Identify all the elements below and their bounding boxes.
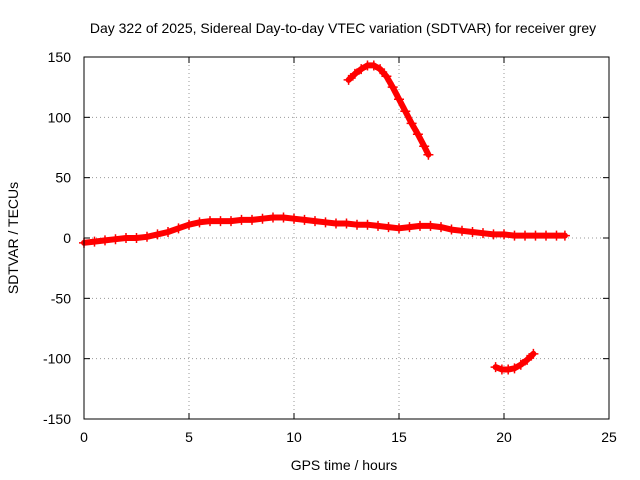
series-main-trace (79, 212, 570, 248)
data-point (490, 362, 501, 373)
data-point (205, 216, 215, 227)
chart-title: Day 322 of 2025, Sidereal Day-to-day VTE… (90, 20, 596, 36)
data-point (343, 74, 354, 85)
data-point (362, 219, 373, 230)
data-point (499, 229, 509, 240)
data-point (278, 212, 289, 223)
y-tick-label: 150 (48, 49, 72, 65)
data-point (320, 217, 331, 228)
data-point (173, 223, 184, 234)
data-point (89, 236, 100, 247)
x-axis-label: GPS time / hours (291, 457, 398, 473)
data-point (467, 226, 478, 237)
data-point (247, 214, 257, 225)
data-point (381, 71, 392, 82)
data-point (478, 228, 488, 239)
data-point (530, 230, 541, 241)
data-point (446, 224, 457, 235)
data-point (419, 141, 430, 152)
data-point (394, 223, 404, 234)
data-point (520, 230, 530, 241)
data-point (226, 216, 236, 227)
data-point (194, 217, 205, 228)
data-point (488, 229, 499, 240)
data-point (352, 219, 362, 230)
data-point (310, 216, 320, 227)
data-point (541, 230, 551, 241)
data-point (349, 68, 360, 79)
data-point (404, 222, 415, 233)
x-tick-label: 0 (80, 429, 88, 445)
y-tick-label: -50 (51, 290, 71, 306)
data-point (551, 230, 562, 241)
data-point (373, 220, 383, 231)
y-axis-label: SDTVAR / TECUs (5, 182, 21, 294)
data-point (387, 82, 398, 93)
data-point (184, 219, 194, 230)
data-point (368, 60, 379, 71)
x-tick-label: 10 (286, 429, 302, 445)
data-point (457, 225, 467, 236)
data-point (400, 106, 411, 117)
data-point (559, 230, 570, 241)
data-point (406, 118, 417, 129)
data-point (257, 213, 268, 224)
x-tick-label: 25 (601, 429, 617, 445)
data-point (503, 364, 514, 375)
data-point (436, 222, 446, 233)
data-point (383, 222, 394, 233)
data-point (121, 233, 131, 243)
ticks: 0 5 10 15 20 25 -150 -100 -50 0 50 100 150 (43, 49, 617, 445)
data-point (236, 214, 247, 225)
x-tick-label: 5 (185, 429, 193, 445)
data-point (289, 213, 299, 224)
y-tick-label: 100 (48, 109, 72, 125)
data-point (341, 218, 352, 229)
data-point (415, 220, 425, 231)
data-point (152, 229, 163, 240)
data-point (131, 233, 142, 243)
data-layer (79, 60, 570, 375)
data-point (268, 212, 278, 223)
data-point (215, 216, 226, 227)
series-lower-arc (490, 348, 539, 375)
data-point (299, 214, 310, 225)
data-point (509, 230, 520, 241)
series-upper-arc (343, 60, 434, 160)
y-tick-label: -100 (43, 351, 71, 367)
y-tick-label: 0 (63, 230, 71, 246)
y-tick-label: 50 (55, 170, 71, 186)
data-point (425, 220, 436, 231)
data-point (522, 354, 533, 365)
data-point (142, 231, 152, 242)
data-point (100, 235, 110, 246)
data-point (412, 129, 423, 140)
data-point (528, 348, 539, 359)
data-point (375, 64, 386, 75)
data-point (331, 218, 341, 229)
x-tick-label: 20 (496, 429, 512, 445)
data-point (163, 226, 173, 237)
y-tick-label: -150 (43, 411, 71, 427)
data-point (356, 64, 367, 75)
data-point (509, 363, 520, 374)
series-trace (345, 62, 432, 158)
data-point (110, 234, 121, 245)
data-point (423, 149, 434, 160)
data-point (394, 94, 404, 105)
data-point (515, 359, 526, 370)
x-tick-label: 15 (391, 429, 407, 445)
